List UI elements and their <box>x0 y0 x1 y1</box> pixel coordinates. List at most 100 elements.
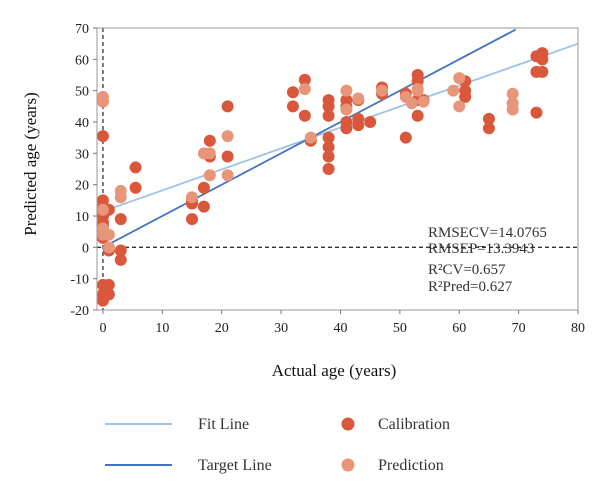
calibration-point <box>114 244 127 257</box>
calibration-point <box>536 65 549 78</box>
prediction-point <box>453 100 466 113</box>
calibration-point <box>221 150 234 163</box>
y-tick-label: 10 <box>75 210 89 225</box>
point-layer <box>96 47 549 307</box>
annotation-r2cv: R²CV=0.657 <box>428 262 506 278</box>
y-tick-label: 30 <box>75 147 89 162</box>
legend-item-calibration: Calibration <box>341 416 450 433</box>
x-tick-label: 20 <box>215 321 229 336</box>
calibration-point <box>536 53 549 66</box>
legend-item-prediction: Prediction <box>341 457 444 474</box>
calibration-point <box>298 73 311 86</box>
prediction-point <box>96 95 109 108</box>
calibration-point <box>298 109 311 122</box>
legend-calibration-marker <box>341 417 355 431</box>
y-tick-label: 40 <box>75 116 89 131</box>
calibration-point <box>102 278 115 291</box>
annotation-rmsep: RMSEP=13.3943 <box>428 241 534 257</box>
y-tick-label: -10 <box>70 273 89 288</box>
x-axis-label: Actual age (years) <box>272 361 397 380</box>
legend-prediction-label: Prediction <box>378 457 444 474</box>
x-tick-label: 60 <box>452 321 466 336</box>
x-tick-label: 30 <box>274 321 288 336</box>
calibration-point <box>221 100 234 113</box>
prediction-point <box>405 97 418 110</box>
calibration-point <box>482 112 495 125</box>
legend: Fit Line Calibration Target Line Predict… <box>105 416 450 474</box>
y-tick-label: 50 <box>75 85 89 100</box>
prediction-point <box>411 84 424 97</box>
y-axis-label: Predicted age (years) <box>21 92 40 235</box>
x-tick-label: 70 <box>512 321 526 336</box>
legend-target-line-label: Target Line <box>198 457 272 474</box>
annotation-r2pred: R²Pred=0.627 <box>428 279 513 295</box>
calibration-point <box>114 253 127 266</box>
prediction-point <box>221 169 234 182</box>
calibration-point <box>96 130 109 143</box>
prediction-point <box>102 228 115 241</box>
prediction-point <box>102 241 115 254</box>
y-tick-label: -20 <box>70 304 89 319</box>
calibration-point <box>129 181 142 194</box>
calibration-point <box>399 131 412 144</box>
annotation-box: RMSECV=14.0765 RMSEP=13.3943 R²CV=0.657 … <box>428 225 547 295</box>
line-layer <box>97 28 578 310</box>
calibration-point <box>459 90 472 103</box>
prediction-point <box>376 84 389 97</box>
calibration-point <box>129 161 142 174</box>
prediction-point <box>203 147 216 160</box>
y-tick-label: 60 <box>75 53 89 68</box>
legend-item-target-line: Target Line <box>105 457 272 474</box>
calibration-point <box>322 141 335 154</box>
y-tick-label: 70 <box>75 22 89 37</box>
prediction-point <box>186 191 199 204</box>
calibration-point <box>102 288 115 301</box>
prediction-point <box>417 95 430 108</box>
calibration-point <box>411 109 424 122</box>
prediction-point <box>304 131 317 144</box>
calibration-point <box>322 109 335 122</box>
y-tick-label: 20 <box>75 179 89 194</box>
prediction-point <box>114 191 127 204</box>
calibration-point <box>203 134 216 147</box>
x-tick-label: 0 <box>99 321 106 336</box>
y-tick-label: 0 <box>82 241 89 256</box>
x-tick-label: 40 <box>333 321 347 336</box>
prediction-point <box>96 203 109 216</box>
calibration-point <box>322 131 335 144</box>
calibration-point <box>352 119 365 132</box>
calibration-point <box>322 100 335 113</box>
calibration-point <box>114 213 127 226</box>
calibration-point <box>530 106 543 119</box>
calibration-point <box>482 122 495 135</box>
calibration-point <box>197 200 210 213</box>
calibration-point <box>186 213 199 226</box>
x-tick-label: 10 <box>155 321 169 336</box>
prediction-point <box>506 103 519 116</box>
calibration-point <box>322 150 335 163</box>
calibration-point <box>340 122 353 135</box>
annotation-rmsecv: RMSECV=14.0765 <box>428 225 547 241</box>
calibration-point <box>286 100 299 113</box>
axis-layer: -20 -10 0 10 20 30 40 50 60 70 0 10 20 30 40 50 60 70 80 <box>70 22 585 336</box>
prediction-point <box>340 84 353 97</box>
calibration-point <box>286 86 299 99</box>
prediction-point <box>203 169 216 182</box>
legend-fit-line-label: Fit Line <box>198 416 249 433</box>
prediction-point <box>352 92 365 105</box>
prediction-point <box>298 83 311 96</box>
calibration-point <box>322 163 335 175</box>
prediction-point <box>221 130 234 143</box>
x-tick-label: 80 <box>571 321 585 336</box>
prediction-point <box>447 84 460 97</box>
prediction-point <box>453 72 466 85</box>
calibration-point <box>197 181 210 194</box>
legend-calibration-label: Calibration <box>378 416 450 433</box>
plot-frame <box>96 27 579 311</box>
prediction-point <box>506 87 519 100</box>
calibration-point <box>364 116 377 128</box>
prediction-point <box>340 103 353 116</box>
legend-prediction-marker <box>341 458 355 472</box>
legend-item-fit-line: Fit Line <box>105 416 249 433</box>
